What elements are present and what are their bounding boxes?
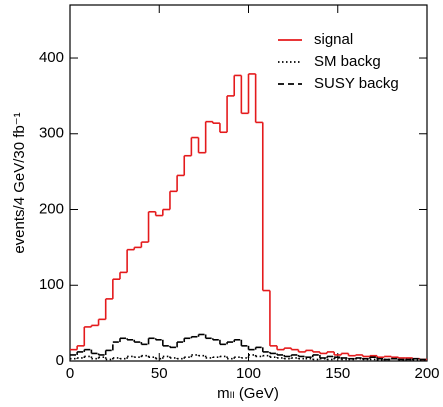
x-axis-label: mₗₗ (GeV) (217, 385, 279, 402)
legend-label: signal (314, 31, 353, 48)
x-tick-label: 0 (66, 365, 74, 382)
legend-label: SM backg (314, 53, 381, 70)
y-tick-label: 400 (39, 49, 64, 66)
legend-label: SUSY backg (314, 75, 399, 92)
y-tick-label: 0 (56, 352, 64, 369)
x-tick-label: 50 (151, 365, 168, 382)
x-tick-label: 200 (414, 365, 439, 382)
x-tick-label: 150 (325, 365, 350, 382)
y-tick-label: 100 (39, 276, 64, 293)
x-tick-label: 100 (236, 365, 261, 382)
y-axis-label: events/4 GeV/30 fb⁻¹ (11, 112, 28, 253)
y-tick-label: 200 (39, 200, 64, 217)
y-tick-label: 300 (39, 125, 64, 142)
